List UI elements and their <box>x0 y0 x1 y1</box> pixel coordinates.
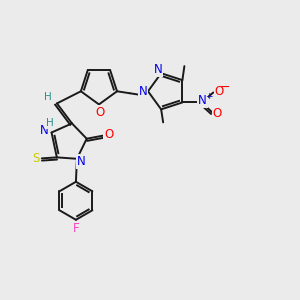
Text: H: H <box>46 118 53 128</box>
Text: H: H <box>44 92 52 102</box>
Text: N: N <box>139 85 147 98</box>
Text: N: N <box>198 94 207 107</box>
Text: O: O <box>215 85 224 98</box>
Text: S: S <box>32 152 40 165</box>
Text: O: O <box>95 106 105 119</box>
Text: N: N <box>40 124 49 137</box>
Text: O: O <box>213 107 222 120</box>
Text: N: N <box>154 63 163 76</box>
Text: F: F <box>73 222 79 235</box>
Text: N: N <box>76 155 85 168</box>
Text: O: O <box>104 128 113 141</box>
Text: +: + <box>205 92 212 101</box>
Text: −: − <box>220 81 231 94</box>
